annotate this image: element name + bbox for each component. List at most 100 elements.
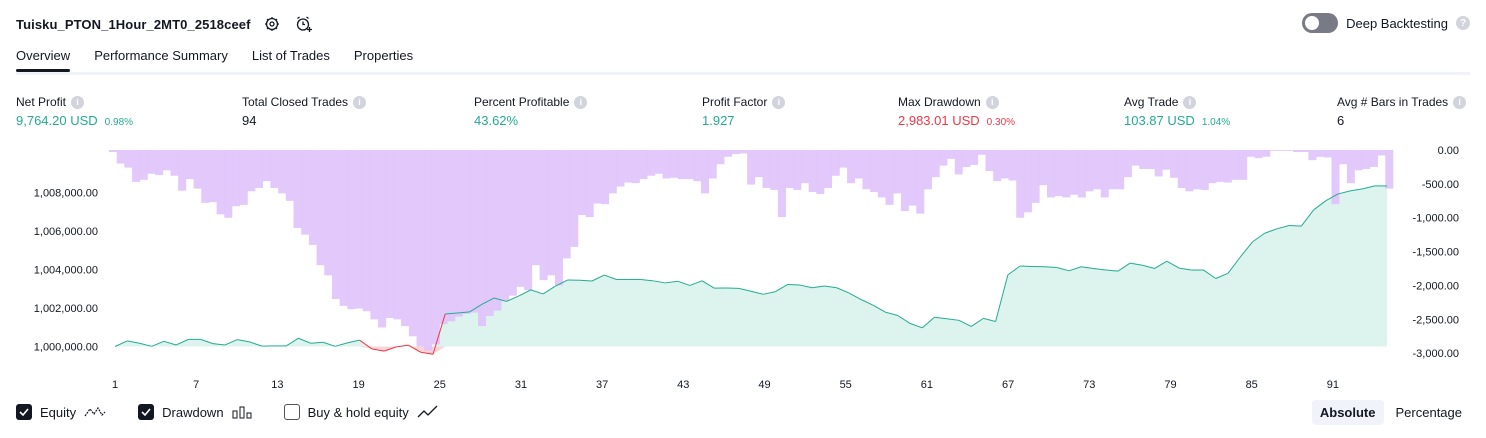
equity-line-segment bbox=[763, 291, 776, 295]
drawdown-bar bbox=[747, 150, 756, 185]
drawdown-bar bbox=[393, 150, 402, 320]
drawdown-bar bbox=[1039, 150, 1048, 186]
drawdown-bar bbox=[232, 150, 241, 207]
drawdown-bar bbox=[708, 150, 717, 179]
equity-line-segment bbox=[420, 351, 434, 355]
equity-line-segment bbox=[934, 316, 947, 320]
x-axis-tick: 79 bbox=[1164, 379, 1176, 391]
equity-line-segment bbox=[775, 284, 788, 293]
drawdown-bar bbox=[793, 150, 802, 190]
buy-hold-checkbox[interactable] bbox=[283, 404, 300, 420]
x-axis-tick: 19 bbox=[352, 379, 364, 391]
x-axis-tick: 13 bbox=[271, 379, 283, 391]
deep-backtesting-toggle[interactable] bbox=[1302, 13, 1339, 33]
drawdown-checkbox[interactable] bbox=[138, 404, 155, 420]
legend-equity-label: Equity bbox=[40, 404, 77, 420]
drawdown-bar bbox=[431, 150, 440, 345]
question-icon[interactable]: ? bbox=[1456, 16, 1470, 30]
legend-buy-hold[interactable]: Buy & hold equity bbox=[283, 404, 439, 420]
gear-icon[interactable] bbox=[261, 13, 283, 35]
x-axis-tick: 25 bbox=[434, 379, 446, 391]
drawdown-bar bbox=[931, 150, 940, 178]
tab-properties[interactable]: Properties bbox=[353, 48, 414, 63]
drawdown-bar bbox=[670, 150, 679, 178]
legend-drawdown[interactable]: Drawdown bbox=[138, 404, 252, 420]
equity-line-segment bbox=[787, 283, 800, 286]
absolute-button[interactable]: Absolute bbox=[1311, 400, 1384, 425]
right-axis-tick: -500.00 bbox=[1422, 179, 1459, 191]
drawdown-bar bbox=[993, 150, 1002, 182]
equity-line-icon bbox=[84, 406, 106, 417]
metric-percent-profitable: Percent Profitable i 43.62% bbox=[474, 94, 588, 128]
equity-line-segment bbox=[1203, 269, 1217, 279]
chart-legend: Equity Drawdown Buy & hold equity bbox=[16, 404, 471, 420]
drawdown-bar bbox=[570, 150, 579, 247]
info-icon[interactable]: i bbox=[985, 95, 999, 109]
alarm-clock-plus-icon[interactable] bbox=[293, 13, 315, 35]
x-axis-tick: 55 bbox=[840, 379, 852, 391]
drawdown-bar bbox=[562, 150, 571, 259]
drawdown-bar bbox=[1216, 150, 1225, 182]
equity-line-segment bbox=[1289, 225, 1302, 227]
equity-line-segment bbox=[457, 311, 470, 314]
drawdown-bar bbox=[1154, 150, 1163, 177]
drawdown-bar bbox=[1100, 150, 1109, 198]
equity-area bbox=[115, 185, 1387, 355]
drawdown-bar bbox=[170, 150, 179, 176]
equity-line-segment bbox=[494, 297, 507, 302]
metric-percent: 0.30% bbox=[986, 117, 1016, 128]
info-icon[interactable]: i bbox=[574, 95, 588, 109]
drawdown-bar bbox=[1016, 150, 1025, 218]
equity-line-segment bbox=[1264, 228, 1278, 234]
drawdown-bar bbox=[954, 150, 963, 175]
drawdown-bar bbox=[877, 150, 886, 198]
legend-equity[interactable]: Equity bbox=[16, 404, 106, 420]
equity-line-segment bbox=[224, 339, 238, 346]
equity-line-segment bbox=[1007, 265, 1021, 276]
equity-line-segment bbox=[127, 340, 140, 344]
drawdown-bar bbox=[839, 150, 848, 168]
drawdown-bar bbox=[1331, 150, 1340, 205]
tab-list-of-trades[interactable]: List of Trades bbox=[251, 48, 330, 63]
drawdown-bar bbox=[454, 150, 463, 317]
equity-line-segment bbox=[750, 290, 764, 295]
drawdown-bar bbox=[962, 150, 971, 167]
equity-line-segment bbox=[665, 280, 678, 284]
info-icon[interactable]: i bbox=[71, 95, 85, 109]
equity-line-segment bbox=[738, 287, 752, 292]
info-icon[interactable]: i bbox=[1183, 95, 1197, 109]
drawdown-bar bbox=[1008, 150, 1017, 181]
x-axis-tick: 7 bbox=[193, 379, 199, 391]
equity-line-segment bbox=[1105, 269, 1118, 272]
strategy-header: Tuisku_PTON_1Hour_2MT0_2518ceef bbox=[16, 12, 315, 36]
info-icon[interactable]: i bbox=[353, 95, 367, 109]
equity-line-segment bbox=[1325, 193, 1339, 202]
equity-line-segment bbox=[335, 342, 348, 347]
tab-divider bbox=[16, 72, 1470, 75]
tab-performance-summary[interactable]: Performance Summary bbox=[94, 48, 228, 63]
equity-checkbox[interactable] bbox=[16, 404, 32, 420]
drawdown-bar bbox=[1354, 150, 1363, 171]
deep-backtesting-label: Deep Backtesting bbox=[1346, 15, 1448, 31]
equity-line-segment bbox=[812, 285, 825, 289]
drawdown-bar bbox=[424, 150, 433, 351]
drawdown-bar bbox=[1369, 150, 1378, 167]
metric-label: Percent Profitable bbox=[474, 95, 570, 109]
equity-line-segment bbox=[237, 339, 250, 343]
tab-overview[interactable]: Overview bbox=[16, 48, 71, 72]
drawdown-bar bbox=[362, 150, 371, 312]
legend-buy-hold-label: Buy & hold equity bbox=[307, 404, 409, 420]
equity-line-segment bbox=[530, 289, 544, 295]
drawdown-bar bbox=[893, 150, 902, 194]
equity-line-segment bbox=[481, 297, 495, 305]
left-axis-tick: 1,000,000.00 bbox=[34, 342, 98, 354]
metric-value: 94 bbox=[242, 113, 257, 128]
info-icon[interactable]: i bbox=[1453, 95, 1467, 109]
drawdown-bar bbox=[208, 150, 217, 203]
drawdown-bar bbox=[693, 150, 702, 182]
metric-avg-bars-in-trades: Avg # Bars in Trades i 6 bbox=[1337, 94, 1467, 128]
equity-line-segment bbox=[1068, 266, 1082, 272]
drawdown-bar bbox=[193, 150, 202, 189]
info-icon[interactable]: i bbox=[772, 95, 786, 109]
percentage-button[interactable]: Percentage bbox=[1395, 405, 1463, 420]
